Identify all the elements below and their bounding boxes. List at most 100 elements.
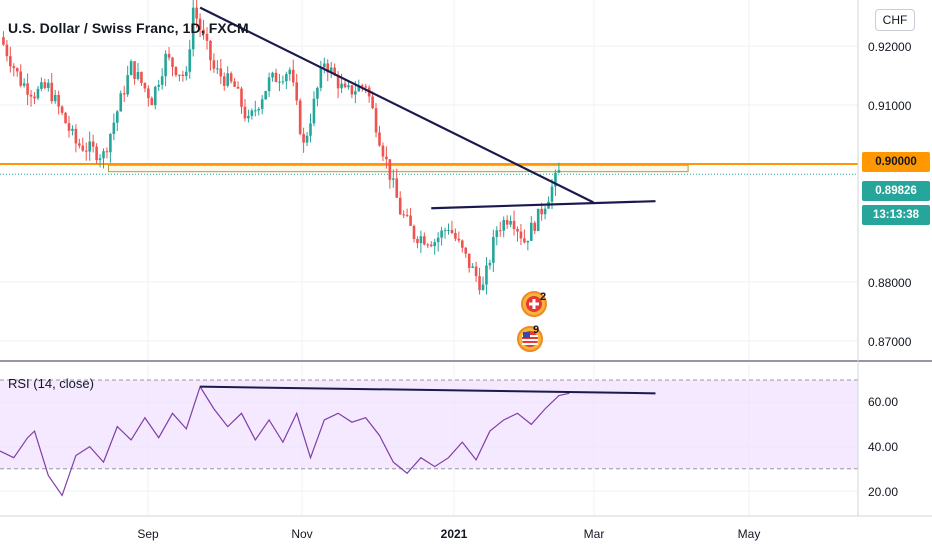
candle-body bbox=[143, 82, 147, 89]
candle-body bbox=[212, 60, 216, 69]
candle-body bbox=[36, 88, 40, 99]
candle-body bbox=[523, 238, 526, 243]
candle-body bbox=[12, 66, 16, 69]
time-tick: Mar bbox=[583, 527, 605, 541]
candle-body bbox=[236, 86, 240, 89]
us-flag-icon[interactable]: 9 bbox=[515, 322, 545, 352]
candle-body bbox=[474, 266, 478, 277]
price-tick: 0.87000 bbox=[868, 335, 912, 349]
candle-body bbox=[433, 242, 436, 247]
candle-body bbox=[122, 93, 126, 95]
candle-body bbox=[226, 73, 229, 86]
candle-body bbox=[347, 85, 350, 88]
candle-body bbox=[150, 98, 154, 106]
candle-body bbox=[526, 240, 530, 243]
candle-body bbox=[43, 82, 47, 88]
candle-body bbox=[374, 108, 378, 133]
candle-body bbox=[516, 228, 519, 232]
candle-body bbox=[312, 98, 316, 124]
candle-body bbox=[519, 231, 523, 239]
candle-body bbox=[229, 73, 233, 82]
candle-body bbox=[174, 67, 178, 76]
trendlines bbox=[199, 6, 656, 210]
candle-body bbox=[33, 96, 36, 99]
swiss-flag-icon[interactable]: 2 bbox=[520, 289, 550, 319]
candle-body bbox=[378, 132, 381, 146]
candle-body bbox=[136, 72, 140, 79]
candle-body bbox=[509, 220, 512, 225]
last-price-label: 0.89826 bbox=[862, 181, 930, 201]
candle-body bbox=[254, 110, 257, 112]
candle-body bbox=[412, 225, 416, 240]
candle-body bbox=[461, 240, 464, 248]
event-count: 9 bbox=[533, 324, 539, 336]
candle-body bbox=[454, 232, 457, 239]
candle-body bbox=[119, 93, 123, 112]
candle-body bbox=[371, 96, 374, 109]
candle-body bbox=[216, 68, 219, 70]
candle-body bbox=[19, 71, 22, 86]
candle-body bbox=[443, 230, 447, 232]
candle-body bbox=[264, 91, 267, 100]
time-tick: Nov bbox=[291, 527, 313, 541]
candle-body bbox=[285, 74, 288, 82]
rsi-band-fill bbox=[0, 380, 858, 469]
rsi-indicator-label[interactable]: RSI (14, close) bbox=[8, 376, 94, 391]
candle-body bbox=[447, 229, 450, 231]
candle-body bbox=[350, 85, 354, 95]
candle-body bbox=[309, 123, 312, 136]
candle-body bbox=[185, 71, 188, 77]
candle-body bbox=[488, 262, 492, 266]
candle-body bbox=[298, 100, 302, 134]
time-tick: 2021 bbox=[440, 527, 468, 541]
candle-body bbox=[423, 236, 426, 245]
candle-body bbox=[243, 106, 247, 119]
candle-body bbox=[5, 44, 9, 57]
candle-body bbox=[478, 276, 481, 290]
candle-body bbox=[498, 230, 502, 232]
candle-body bbox=[471, 266, 474, 268]
candle-body bbox=[129, 61, 133, 76]
candle-body bbox=[209, 40, 212, 61]
candle-body bbox=[512, 220, 516, 229]
candle-body bbox=[109, 133, 112, 153]
candle-body bbox=[326, 63, 330, 73]
candle-body bbox=[464, 247, 468, 254]
support-zone bbox=[0, 163, 858, 175]
price-tick: 0.88000 bbox=[868, 276, 912, 290]
bar-countdown-label: 13:13:38 bbox=[862, 205, 930, 225]
candle-body bbox=[302, 133, 305, 143]
rsi-tick: 60.00 bbox=[868, 395, 899, 409]
candle-body bbox=[171, 57, 174, 68]
rsi-trendline bbox=[200, 385, 656, 395]
candle-body bbox=[91, 141, 95, 147]
event-count: 2 bbox=[540, 291, 546, 303]
candle-body bbox=[240, 88, 243, 107]
candle-body bbox=[440, 230, 443, 238]
candle-body bbox=[81, 145, 85, 151]
candle-body bbox=[95, 146, 98, 161]
candle-body bbox=[291, 69, 295, 83]
candle-body bbox=[419, 236, 423, 244]
candle-body bbox=[323, 63, 326, 68]
candle-body bbox=[409, 215, 412, 226]
candle-body bbox=[288, 69, 292, 75]
candle-body bbox=[112, 122, 116, 134]
candle-body bbox=[88, 141, 91, 152]
candle-body bbox=[260, 99, 264, 109]
candle-body bbox=[198, 18, 202, 30]
candle-body bbox=[502, 220, 505, 231]
candle-body bbox=[188, 49, 192, 72]
candle-body bbox=[543, 208, 547, 215]
candle-body bbox=[329, 67, 333, 73]
candle-body bbox=[202, 29, 205, 34]
candle-body bbox=[160, 76, 164, 85]
candle-body bbox=[429, 244, 433, 247]
candle-body bbox=[84, 150, 88, 152]
currency-button[interactable]: CHF bbox=[875, 9, 915, 31]
candle-body bbox=[181, 74, 185, 77]
candle-body bbox=[271, 72, 274, 78]
candle-body bbox=[50, 82, 54, 102]
candle-body bbox=[450, 229, 454, 233]
